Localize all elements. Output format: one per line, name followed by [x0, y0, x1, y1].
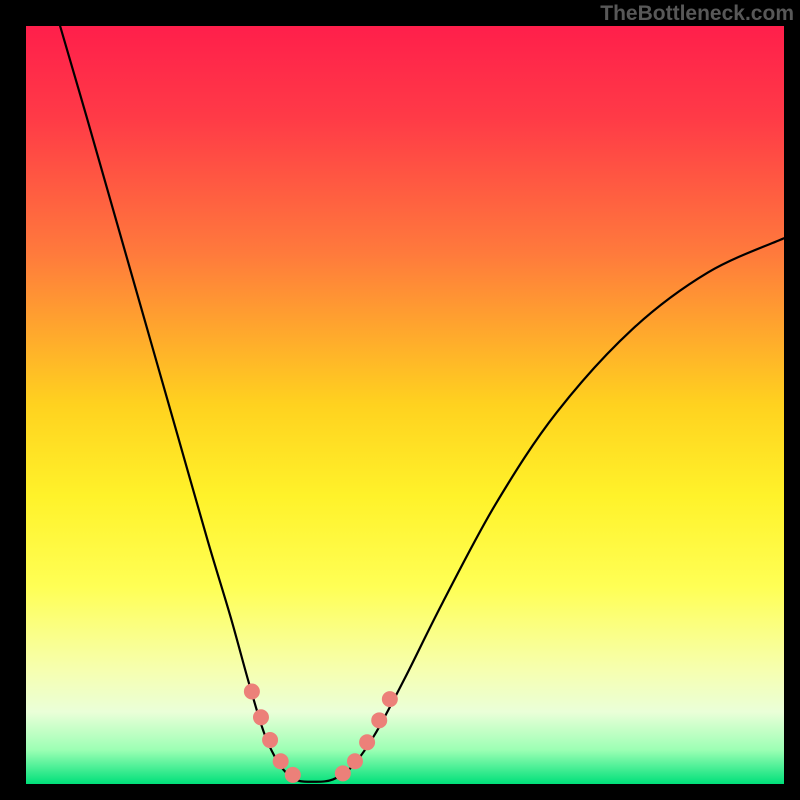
- plot-background: [26, 26, 784, 784]
- watermark-text: TheBottleneck.com: [600, 2, 794, 26]
- chart-svg: [0, 0, 800, 800]
- chart-canvas: { "chart": { "type": "line", "width": 80…: [0, 0, 800, 800]
- data-marker: [253, 710, 268, 725]
- data-marker: [285, 767, 300, 782]
- data-marker: [273, 754, 288, 769]
- data-marker: [372, 713, 387, 728]
- data-marker: [335, 766, 350, 781]
- data-marker: [382, 692, 397, 707]
- data-marker: [360, 735, 375, 750]
- data-marker: [347, 754, 362, 769]
- data-marker: [263, 733, 278, 748]
- data-marker: [244, 684, 259, 699]
